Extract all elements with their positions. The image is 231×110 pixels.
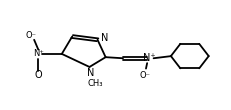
Text: N⁺: N⁺	[33, 49, 43, 58]
Text: N: N	[100, 33, 108, 43]
Text: O⁻: O⁻	[25, 31, 36, 40]
Text: N⁺: N⁺	[143, 53, 155, 63]
Text: O⁻: O⁻	[139, 71, 150, 80]
Text: N: N	[87, 68, 94, 78]
Text: O: O	[34, 70, 42, 80]
Text: CH₃: CH₃	[87, 79, 103, 88]
